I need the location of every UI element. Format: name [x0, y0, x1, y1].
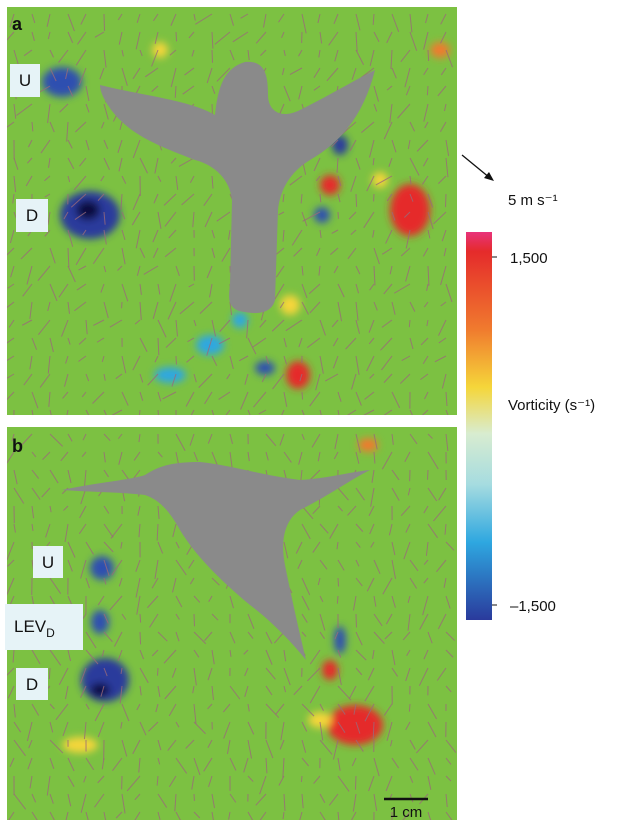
- annotation-text: LEV: [14, 617, 47, 636]
- velocity-arrow: [337, 596, 338, 604]
- velocity-arrow: [140, 614, 141, 623]
- panel-label: a: [12, 14, 23, 34]
- velocity-arrow: [140, 632, 141, 644]
- scale-bar-label: 1 cm: [390, 804, 423, 821]
- panel-a-field: [0, 7, 457, 429]
- colorbar-tick-label: –1,500: [510, 598, 556, 615]
- velocity-arrow: [157, 668, 158, 676]
- colorbar-label: Vorticity (s⁻¹): [508, 397, 595, 414]
- velocity-arrow: [302, 392, 303, 400]
- velocity-arrow: [445, 194, 446, 207]
- panel-label: b: [12, 436, 23, 456]
- annotation: D: [26, 675, 38, 694]
- velocity-arrow: [428, 50, 429, 61]
- velocity-arrow: [194, 614, 195, 626]
- annotation: U: [42, 553, 54, 572]
- annotation: U: [19, 71, 31, 90]
- figure: a U D b U LEVD D 1 cm 5 m s⁻¹ Vorticit: [0, 0, 618, 831]
- scale-arrow: [462, 155, 490, 178]
- velocity-arrow: [338, 578, 339, 587]
- velocity-arrow: [49, 668, 50, 679]
- scale-arrow-label: 5 m s⁻¹: [508, 192, 558, 209]
- scale-arrow-head: [484, 172, 494, 181]
- velocity-arrow: [356, 194, 357, 207]
- colorbar-tick-label: 1,500: [510, 250, 548, 267]
- velocity-arrow: [409, 320, 410, 327]
- velocity-arrow: [355, 776, 356, 790]
- colorbar: [466, 232, 492, 620]
- velocity-arrow: [427, 86, 428, 95]
- annotation-subscript: D: [46, 626, 55, 640]
- velocity-arrow: [409, 704, 410, 712]
- annotation: D: [26, 206, 38, 225]
- velocity-arrow: [176, 32, 177, 41]
- velocity-arrow: [104, 14, 105, 31]
- velocity-arrow: [301, 776, 302, 782]
